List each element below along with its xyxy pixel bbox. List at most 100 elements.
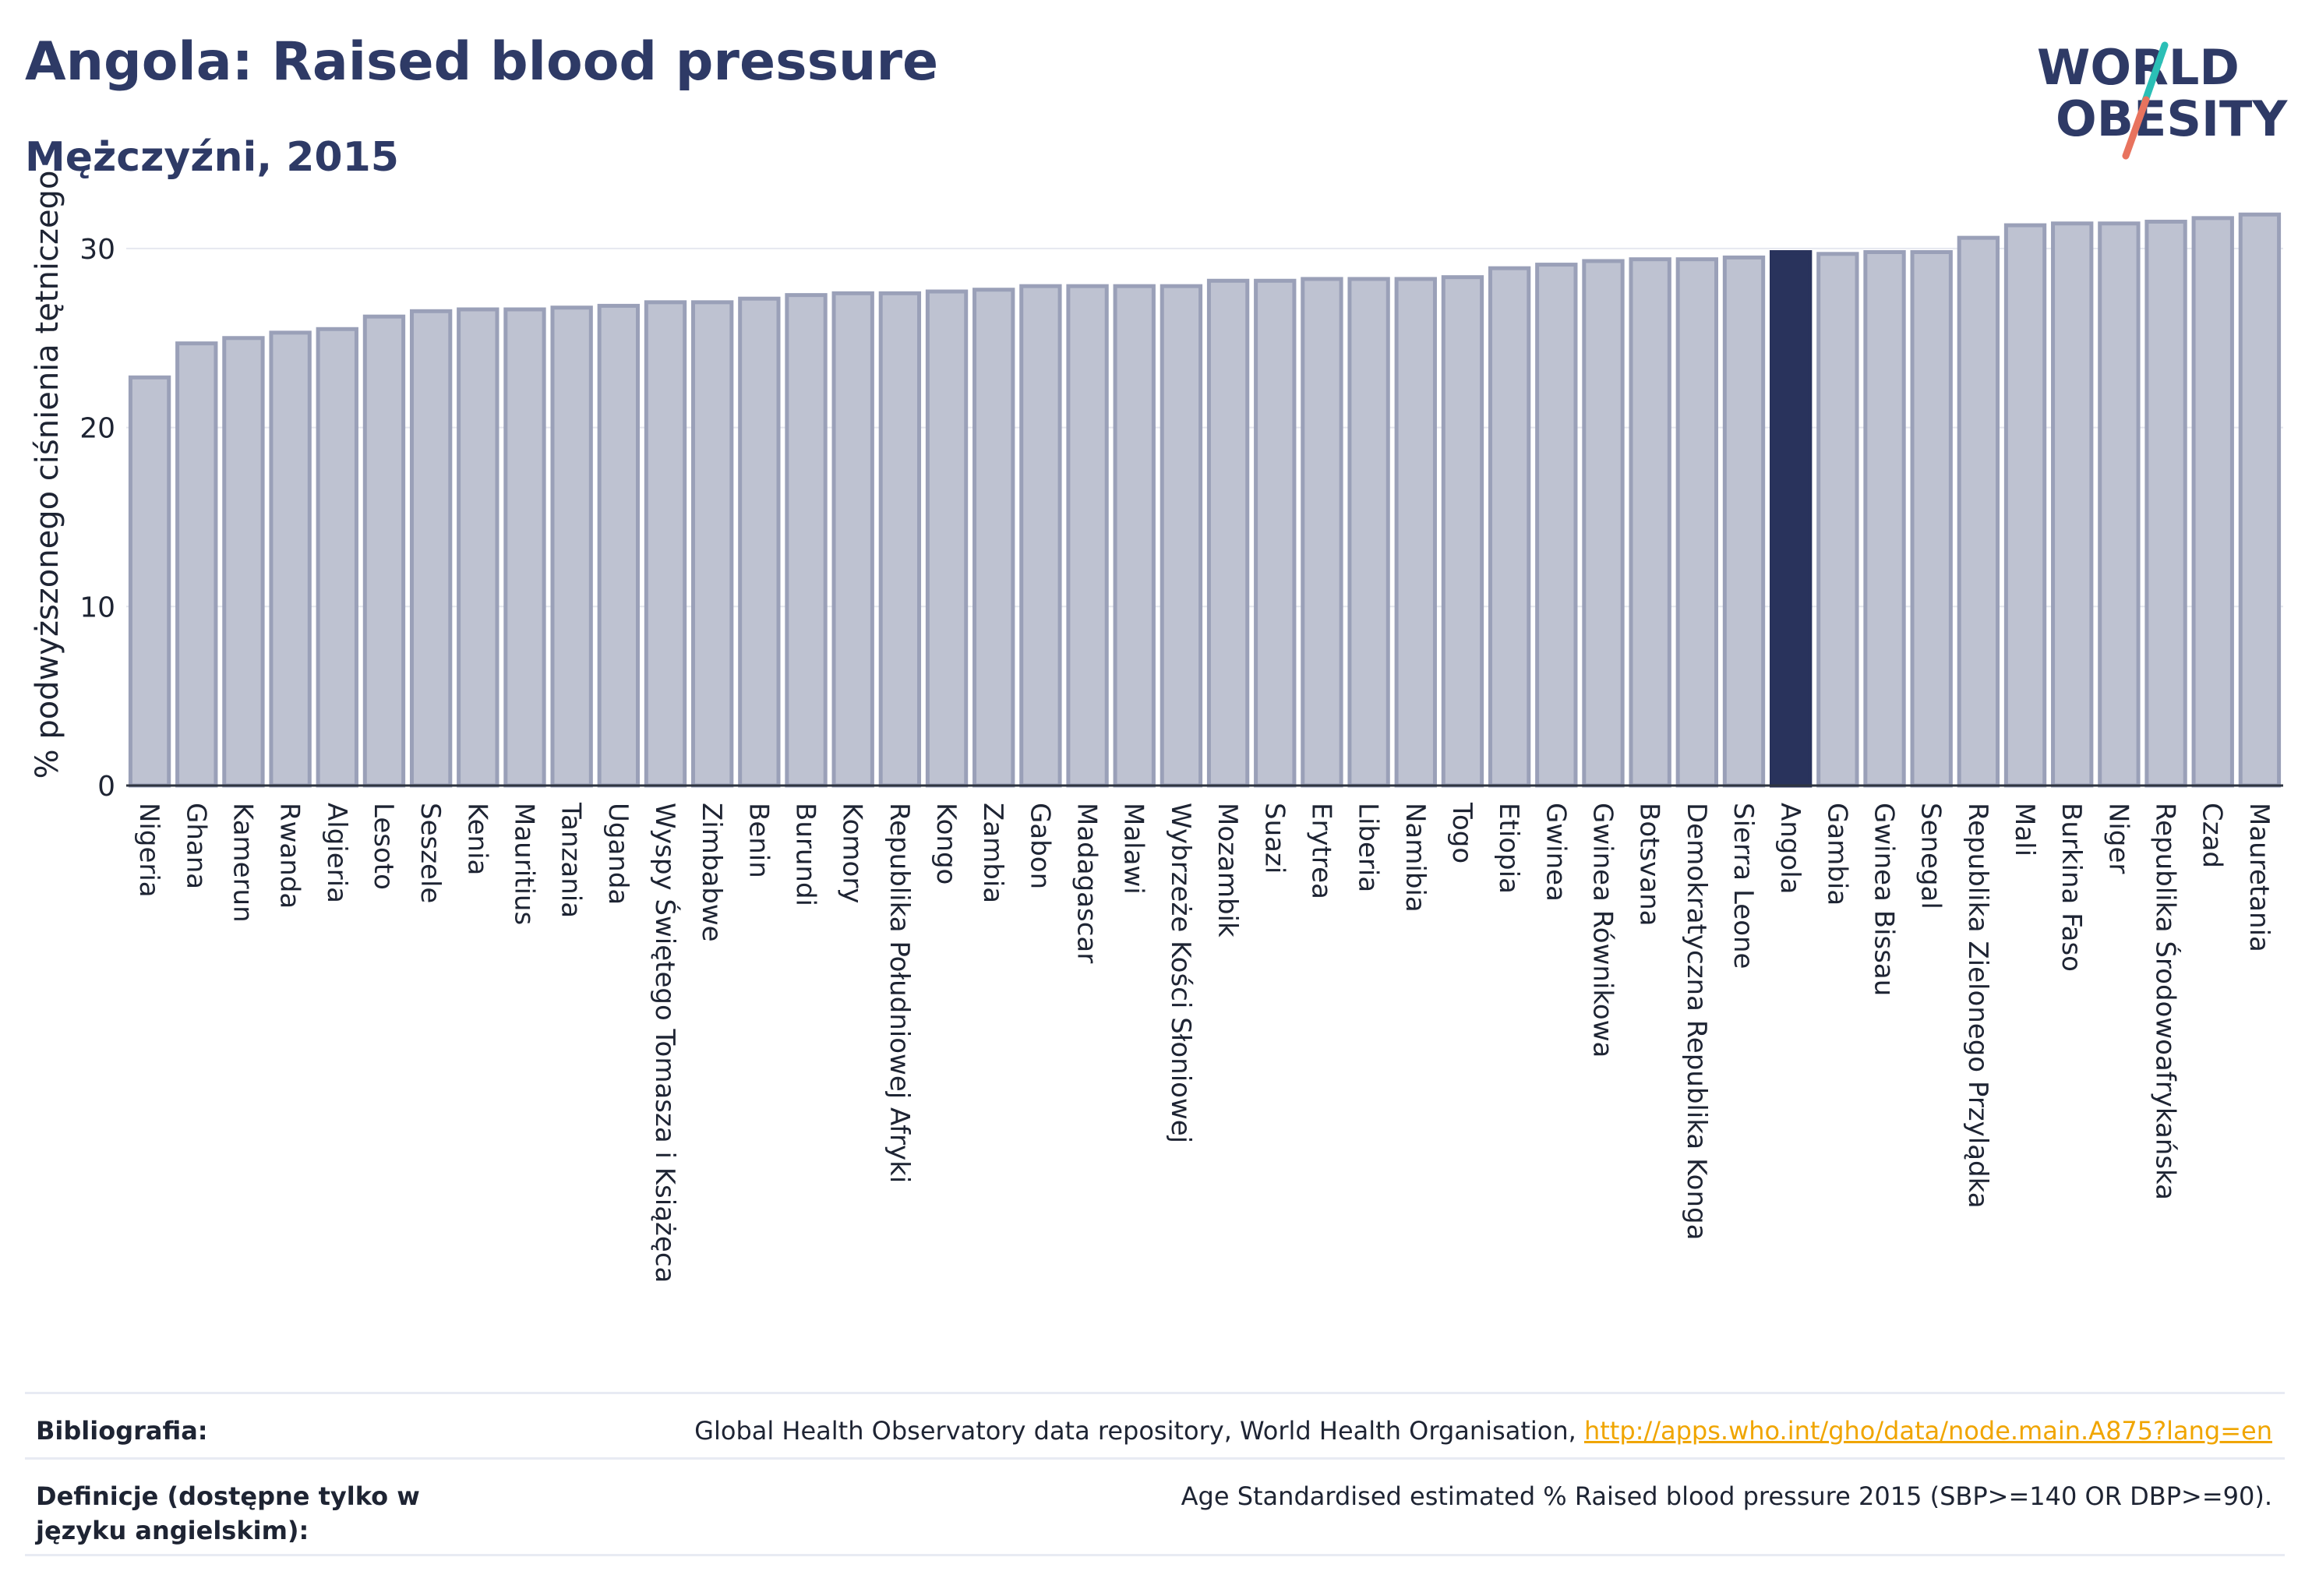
x-tick-label: Lesoto [368,803,399,890]
bar [1770,250,1813,788]
x-tick-label: Gabon [1024,803,1055,889]
bar [691,300,734,788]
bar [550,305,593,788]
bibliography-link[interactable]: http://apps.who.int/gho/data/node.main.A… [1583,1416,2272,1446]
bar [1582,259,1625,788]
bar [409,309,453,788]
bar [175,341,218,788]
x-tick-label: Erytrea [1305,803,1336,899]
footer-divider-bottom [25,1554,2285,1556]
x-tick-label: Benin [743,803,774,878]
bar [1488,266,1531,788]
bibliography-value: Global Health Observatory data repositor… [694,1414,2272,1448]
y-tick-label: 0 [97,771,115,803]
x-tick-label: Kamerun [227,803,258,923]
x-tick-label: Algieria [321,803,352,903]
bar [2098,221,2141,788]
bar [2003,223,2047,788]
bar [2238,212,2282,788]
bar [597,303,640,788]
footer-divider-top [25,1392,2285,1394]
y-tick-label: 10 [79,591,115,623]
bar [1394,277,1437,788]
bar [925,289,969,788]
x-tick-label: Komory [837,803,868,903]
x-tick-label: Republika Środowoafrykańska [2150,803,2182,1200]
definition-text: Age Standardised estimated % Raised bloo… [1181,1481,2272,1511]
bar [1675,257,1718,788]
bar [316,327,358,788]
bar [738,296,781,788]
x-tick-label: Malawi [1118,803,1149,895]
x-tick-label: Liberia [1353,803,1384,892]
x-tick-label: Ghana [180,803,211,889]
definition-label: Definicje (dostępne tylko w języku angie… [36,1481,420,1545]
x-tick-label: Angola [1774,803,1806,894]
x-tick-label: Mauretania [2243,803,2275,952]
x-tick-label: Nigeria [133,803,164,898]
x-tick-label: Wyspy Świętego Tomasza i Książęca [649,803,681,1283]
logo-slash-teal [2141,41,2169,107]
x-tick-label: Republika Południowej Afryki [884,803,915,1183]
bar [1019,284,1062,788]
x-tick-label: Gwinea [1540,803,1571,902]
world-obesity-logo: WORLD OBESITY [2037,39,2288,160]
x-tick-label: Mozambik [1212,803,1243,937]
x-tick-label: Gwinea Równikowa [1587,803,1618,1058]
x-tick-label: Rwanda [274,803,305,909]
bar [1910,250,1953,788]
bar [972,288,1015,788]
x-tick-label: Mauritius [508,803,539,925]
bar [2191,216,2234,788]
bar [1535,263,1578,788]
bar [1254,278,1297,788]
x-tick-label: Seszele [415,803,446,903]
x-tick-label: Burkina Faso [2056,803,2087,972]
bar [1957,235,2000,788]
x-tick-label: Zimbabwe [696,803,727,942]
bar [503,307,546,788]
x-tick-label: Demokratyczna Republika Konga [1681,803,1712,1240]
x-tick-label: Czad [2197,803,2228,868]
bibliography-text: Global Health Observatory data repositor… [694,1416,1576,1446]
x-tick-label: Senegal [1915,803,1947,909]
bibliography-label: Bibliografia: [36,1416,208,1446]
bar [362,314,406,788]
x-tick-label: Etiopia [1493,803,1524,894]
chart-title: Angola: Raised blood pressure [25,31,939,93]
footer-divider-middle [25,1457,2285,1460]
x-tick-label: Republika Zielonego Przylądka [1962,803,1993,1209]
bar [1863,250,1906,788]
chart-subtitle: Mężczyźni, 2015 [25,134,399,181]
bar-chart: 0 10 20 30 % podwyższonego ciśnienia tętnicz… [30,171,2283,1283]
x-tick-label: Kongo [930,803,962,885]
bar [644,300,687,788]
logo-word-world: WORLD [2037,39,2240,96]
bar [1160,284,1203,788]
bar [1301,277,1343,788]
bar [831,291,874,788]
y-tick-label: 20 [79,413,115,445]
bar [1113,284,1156,788]
x-tick-label: Mali [2009,803,2040,856]
x-tick-label: Togo [1446,802,1477,863]
bar [1629,257,1671,788]
y-tick-label: 30 [79,234,115,266]
x-tick-label: Gambia [1821,803,1852,906]
x-tick-label: Madagascar [1071,803,1103,963]
x-tick-label: Namibia [1400,803,1431,913]
x-tick-label: Zambia [977,803,1008,903]
x-tick-label: Uganda [602,803,634,905]
bar [1066,284,1109,788]
logo-word-obesity: OBESITY [2056,90,2288,147]
bar [2051,221,2094,788]
bar [1816,252,1859,788]
bar [128,375,171,788]
bar [222,336,265,788]
x-tick-label: Gwinea Bissau [1869,803,1900,996]
bar [2144,219,2187,788]
bar [1206,278,1250,788]
x-tick-label: Wybrzeże Kości Słoniowej [1165,803,1196,1143]
x-tick-label: Niger [2102,803,2134,874]
x-tick-label: Burundi [790,803,821,906]
